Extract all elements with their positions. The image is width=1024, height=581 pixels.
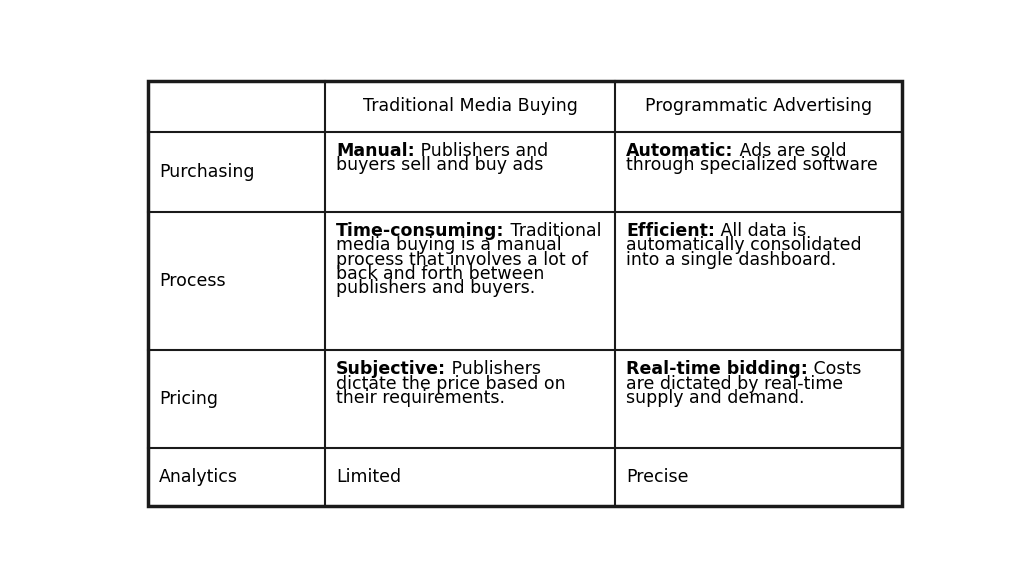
Text: are dictated by real-time: are dictated by real-time xyxy=(627,375,844,393)
Text: Programmatic Advertising: Programmatic Advertising xyxy=(645,98,872,116)
Text: Publishers and: Publishers and xyxy=(415,142,548,160)
Text: Ads are sold: Ads are sold xyxy=(734,142,847,160)
Text: into a single dashboard.: into a single dashboard. xyxy=(627,250,837,268)
Text: buyers sell and buy ads: buyers sell and buy ads xyxy=(336,156,544,174)
Text: Traditional Media Buying: Traditional Media Buying xyxy=(362,98,578,116)
Text: Costs: Costs xyxy=(808,360,861,378)
Text: Time-consuming:: Time-consuming: xyxy=(336,222,505,240)
Text: Pricing: Pricing xyxy=(159,390,218,408)
Text: Analytics: Analytics xyxy=(159,468,238,486)
Text: Subjective:: Subjective: xyxy=(336,360,446,378)
Text: process that involves a lot of: process that involves a lot of xyxy=(336,250,588,268)
Text: automatically consolidated: automatically consolidated xyxy=(627,236,862,254)
Text: Automatic:: Automatic: xyxy=(627,142,734,160)
Text: Publishers: Publishers xyxy=(446,360,542,378)
Text: Efficient:: Efficient: xyxy=(627,222,716,240)
Text: through specialized software: through specialized software xyxy=(627,156,879,174)
Text: Precise: Precise xyxy=(627,468,689,486)
Text: All data is: All data is xyxy=(716,222,807,240)
Text: Purchasing: Purchasing xyxy=(159,163,254,181)
Text: publishers and buyers.: publishers and buyers. xyxy=(336,279,536,297)
Text: Real-time bidding:: Real-time bidding: xyxy=(627,360,808,378)
Text: back and forth between: back and forth between xyxy=(336,265,545,283)
Text: Limited: Limited xyxy=(336,468,401,486)
Text: Manual:: Manual: xyxy=(336,142,415,160)
Text: media buying is a manual: media buying is a manual xyxy=(336,236,562,254)
Text: Process: Process xyxy=(159,272,225,290)
Text: their requirements.: their requirements. xyxy=(336,389,505,407)
Text: supply and demand.: supply and demand. xyxy=(627,389,805,407)
Text: Traditional: Traditional xyxy=(505,222,601,240)
Text: dictate the price based on: dictate the price based on xyxy=(336,375,565,393)
